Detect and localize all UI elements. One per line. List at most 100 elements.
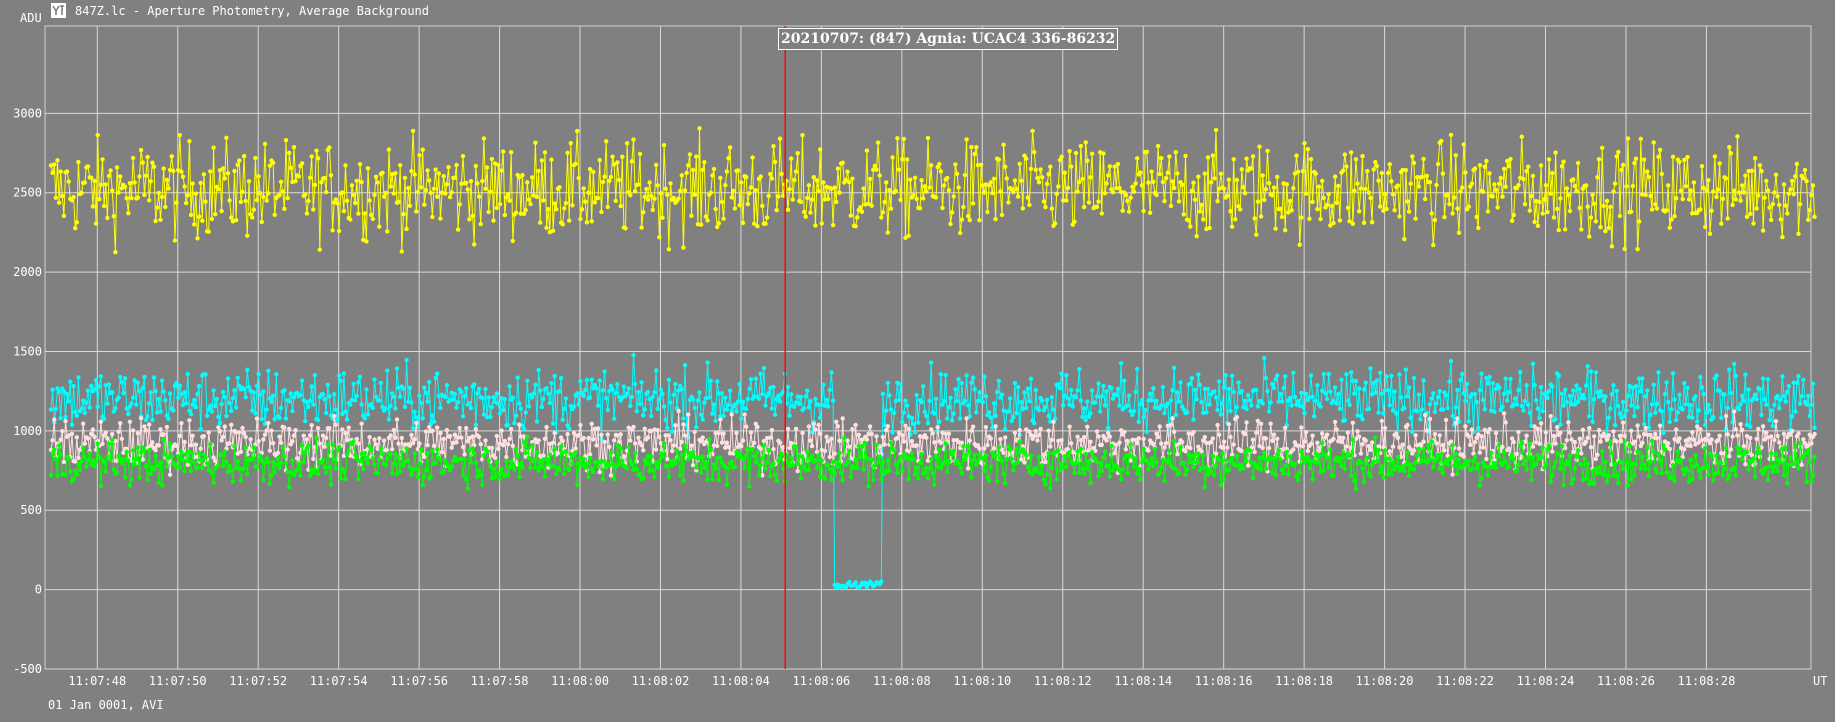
data-point bbox=[579, 463, 585, 468]
data-point bbox=[1477, 450, 1483, 455]
data-point bbox=[673, 423, 678, 428]
data-point bbox=[407, 385, 413, 390]
data-point bbox=[550, 421, 556, 426]
data-point bbox=[904, 157, 910, 162]
data-point bbox=[1472, 454, 1478, 459]
data-point bbox=[362, 416, 367, 421]
data-point bbox=[546, 462, 551, 467]
data-point bbox=[592, 200, 598, 205]
data-point bbox=[1027, 469, 1032, 475]
data-point bbox=[641, 448, 646, 453]
data-point bbox=[1381, 445, 1386, 450]
data-point bbox=[336, 444, 342, 450]
data-point bbox=[739, 180, 744, 185]
data-point bbox=[106, 173, 112, 179]
data-point bbox=[781, 466, 786, 471]
data-point bbox=[1188, 224, 1193, 229]
data-point bbox=[1183, 472, 1188, 477]
data-point bbox=[626, 444, 631, 450]
data-point bbox=[1376, 178, 1381, 183]
data-point bbox=[801, 209, 807, 215]
data-point bbox=[581, 393, 586, 398]
data-point bbox=[1606, 225, 1611, 231]
data-point bbox=[824, 434, 829, 439]
data-point bbox=[647, 468, 652, 473]
data-point bbox=[962, 457, 968, 462]
data-point bbox=[1305, 147, 1311, 152]
data-point bbox=[1052, 221, 1058, 226]
data-point bbox=[61, 389, 67, 394]
data-point bbox=[188, 468, 194, 474]
data-point bbox=[1563, 387, 1568, 392]
data-point bbox=[1686, 479, 1692, 484]
data-point bbox=[658, 191, 664, 196]
data-point bbox=[1075, 189, 1080, 194]
data-point bbox=[1551, 215, 1557, 220]
data-point bbox=[1007, 396, 1013, 401]
data-point bbox=[488, 464, 493, 469]
data-point bbox=[1107, 164, 1113, 169]
data-point bbox=[830, 222, 836, 228]
data-point bbox=[89, 175, 94, 180]
data-point bbox=[452, 391, 458, 397]
data-point bbox=[206, 430, 211, 435]
data-point bbox=[798, 394, 804, 400]
data-point bbox=[311, 207, 316, 212]
data-point bbox=[1223, 373, 1228, 378]
data-point bbox=[344, 198, 350, 203]
data-point bbox=[655, 465, 660, 470]
data-point bbox=[1569, 481, 1574, 486]
data-point bbox=[521, 211, 527, 216]
data-point bbox=[92, 434, 97, 439]
data-point bbox=[974, 410, 979, 415]
data-point bbox=[349, 397, 355, 403]
data-point bbox=[105, 436, 110, 441]
data-point bbox=[859, 437, 865, 442]
data-point bbox=[645, 389, 651, 395]
data-point bbox=[431, 443, 437, 449]
data-point bbox=[1036, 180, 1042, 185]
data-point bbox=[1254, 430, 1259, 435]
data-point bbox=[787, 413, 792, 418]
data-point bbox=[859, 209, 865, 214]
data-point bbox=[1691, 180, 1697, 185]
data-point bbox=[111, 214, 117, 219]
data-point bbox=[1154, 398, 1159, 404]
data-point bbox=[1175, 171, 1180, 176]
data-point bbox=[1759, 168, 1764, 174]
data-point bbox=[530, 175, 535, 180]
data-point bbox=[1080, 176, 1085, 182]
data-point bbox=[1543, 430, 1549, 435]
chart-app-icon[interactable] bbox=[51, 3, 66, 18]
data-point bbox=[98, 182, 104, 187]
data-point bbox=[1669, 475, 1674, 480]
data-point bbox=[187, 408, 192, 414]
data-point bbox=[1157, 470, 1162, 476]
data-point bbox=[1176, 470, 1182, 476]
data-point bbox=[1110, 190, 1116, 195]
data-point bbox=[164, 464, 170, 469]
data-point bbox=[1506, 390, 1512, 395]
data-point bbox=[1283, 425, 1288, 431]
data-point bbox=[1701, 391, 1706, 397]
data-point bbox=[1435, 161, 1441, 167]
data-point bbox=[1770, 469, 1776, 474]
data-point bbox=[338, 378, 343, 383]
data-point bbox=[138, 415, 144, 421]
data-point bbox=[1244, 156, 1249, 161]
data-point bbox=[533, 382, 538, 387]
data-point bbox=[1133, 181, 1138, 186]
data-point bbox=[958, 416, 963, 421]
data-point bbox=[953, 162, 958, 167]
data-point bbox=[270, 160, 276, 165]
data-point bbox=[1096, 434, 1101, 439]
data-point bbox=[827, 466, 832, 472]
data-point bbox=[1191, 417, 1196, 422]
data-point bbox=[563, 396, 569, 401]
data-point bbox=[1315, 206, 1320, 212]
data-point bbox=[1423, 196, 1428, 202]
data-point bbox=[1144, 149, 1150, 154]
data-point bbox=[642, 426, 647, 431]
data-point bbox=[193, 405, 199, 410]
